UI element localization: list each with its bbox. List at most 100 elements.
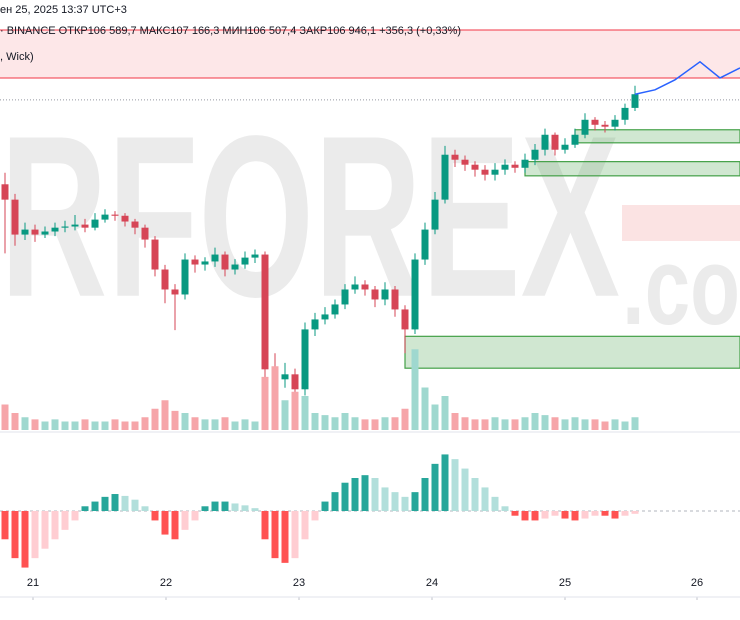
candle-body bbox=[451, 154, 459, 160]
oscillator-bar bbox=[101, 496, 109, 511]
oscillator-bar bbox=[561, 511, 569, 519]
candle-body bbox=[11, 199, 19, 235]
volume-bar bbox=[631, 417, 639, 430]
candle-body bbox=[201, 261, 209, 265]
oscillator-bar bbox=[551, 511, 559, 516]
volume-bar bbox=[411, 349, 419, 430]
oscillator-bar bbox=[581, 511, 589, 519]
candle-body bbox=[411, 259, 419, 330]
candle-body bbox=[531, 149, 539, 160]
candle-body bbox=[341, 289, 349, 305]
volume-bar bbox=[121, 421, 129, 430]
candle-body bbox=[391, 289, 399, 310]
candle-body bbox=[301, 329, 309, 390]
candle-body bbox=[491, 169, 499, 175]
volume-bar bbox=[511, 419, 519, 430]
oscillator-bar bbox=[321, 501, 329, 511]
volume-bar bbox=[131, 421, 139, 430]
volume-bar bbox=[281, 400, 289, 430]
x-tick-label: 23 bbox=[293, 577, 305, 589]
volume-bar bbox=[211, 419, 219, 430]
oscillator-bar bbox=[11, 511, 19, 559]
x-tick-label: 21 bbox=[27, 577, 39, 589]
oscillator-bar bbox=[211, 501, 219, 511]
candle-body bbox=[141, 227, 149, 240]
x-tick-label: 25 bbox=[559, 577, 571, 589]
volume-bar bbox=[351, 417, 359, 430]
candle-body bbox=[181, 259, 189, 295]
oscillator-bar bbox=[41, 511, 49, 549]
oscillator-bar bbox=[61, 511, 69, 530]
candle-body bbox=[311, 319, 319, 330]
candle-body bbox=[571, 134, 579, 145]
candle-body bbox=[21, 229, 29, 235]
candle-body bbox=[461, 159, 469, 165]
volume-bar bbox=[451, 413, 459, 430]
candle-body bbox=[61, 226, 69, 228]
candle-body bbox=[161, 269, 169, 290]
volume-bar bbox=[111, 419, 119, 430]
volume-bar bbox=[201, 419, 209, 430]
volume-bar bbox=[101, 421, 109, 430]
volume-bar bbox=[491, 417, 499, 430]
oscillator-bar bbox=[611, 511, 619, 519]
oscillator-bar bbox=[51, 511, 59, 540]
oscillator-bar bbox=[511, 511, 519, 516]
oscillator-bar bbox=[171, 511, 179, 540]
oscillator-bar bbox=[161, 511, 169, 535]
candle-body bbox=[251, 254, 259, 258]
candle-body bbox=[421, 229, 429, 260]
oscillator-bar bbox=[271, 511, 279, 559]
volume-bar bbox=[541, 415, 549, 430]
oscillator-bar bbox=[571, 511, 579, 521]
oscillator-bar bbox=[1, 511, 9, 540]
oscillator-bar bbox=[231, 503, 239, 511]
oscillator-bar bbox=[221, 501, 229, 511]
header-date: ен 25, 2025 13:37 UTC+3 bbox=[0, 4, 127, 16]
candle-body bbox=[101, 214, 109, 220]
oscillator-bar bbox=[491, 496, 499, 511]
candle-body bbox=[361, 284, 369, 290]
candle-body bbox=[151, 239, 159, 270]
candle-body bbox=[431, 199, 439, 230]
volume-bar bbox=[41, 421, 49, 430]
volume-bar bbox=[531, 413, 539, 430]
oscillator-bar bbox=[91, 501, 99, 511]
volume-bar bbox=[571, 417, 579, 430]
candle-body bbox=[211, 254, 219, 262]
candle-body bbox=[291, 374, 299, 390]
oscillator-bar bbox=[71, 511, 79, 521]
candle-body bbox=[471, 164, 479, 170]
oscillator-bar bbox=[371, 478, 379, 511]
volume-bar bbox=[621, 421, 629, 430]
oscillator-bar bbox=[21, 511, 29, 568]
oscillator-bar bbox=[521, 511, 529, 521]
candle-body bbox=[281, 374, 289, 380]
oscillator-bar bbox=[301, 511, 309, 540]
oscillator-bar bbox=[181, 511, 189, 530]
candle-body bbox=[121, 215, 129, 222]
volume-bar bbox=[181, 413, 189, 430]
candle-body bbox=[191, 259, 199, 265]
oscillator-bar bbox=[441, 454, 449, 511]
watermark: RFOREX bbox=[0, 88, 620, 345]
oscillator-bar bbox=[141, 506, 149, 511]
volume-bar bbox=[611, 419, 619, 430]
candle-body bbox=[71, 224, 79, 227]
oscillator-bar bbox=[501, 506, 509, 511]
volume-bar bbox=[381, 417, 389, 430]
volume-bar bbox=[391, 417, 399, 430]
volume-bar bbox=[61, 421, 69, 430]
candle-body bbox=[511, 164, 519, 168]
volume-bar bbox=[361, 419, 369, 430]
candle-body bbox=[621, 107, 629, 120]
oscillator-bar bbox=[331, 492, 339, 511]
volume-bar bbox=[161, 400, 169, 430]
oscillator-bar bbox=[81, 506, 89, 511]
oscillator-bar bbox=[601, 511, 609, 516]
candle-body bbox=[171, 289, 179, 295]
volume-bar bbox=[251, 421, 259, 430]
candle-body bbox=[601, 124, 609, 127]
support-zone bbox=[574, 129, 740, 144]
